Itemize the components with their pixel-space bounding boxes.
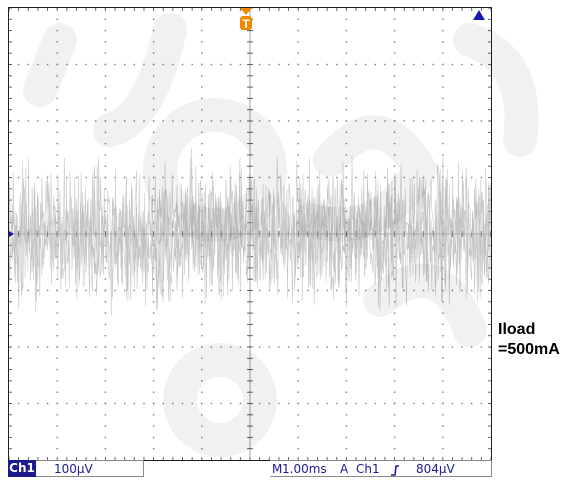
trigger-channel: Ch1: [356, 462, 380, 476]
annotation-line-2: =500mA: [498, 341, 560, 358]
trigger-level: 804μV: [416, 462, 455, 476]
waveform-display: T: [9, 8, 491, 460]
trigger-marker-label: T: [242, 17, 250, 31]
trigger-position-arrow-icon[interactable]: [240, 8, 252, 15]
oscilloscope-screen: T: [8, 7, 492, 461]
channel-badge[interactable]: Ch1: [8, 460, 36, 477]
trigger-mode: A: [340, 462, 349, 476]
annotation-line-1: Iload: [498, 321, 536, 338]
timebase-prefix: M: [272, 462, 283, 476]
trigger-level-arrow-icon[interactable]: [473, 10, 485, 20]
status-bar: Ch1 100μV M 1.00ms A Ch1 804μV: [8, 460, 492, 478]
load-current-annotation: Iload =500mA: [498, 320, 560, 360]
timebase-trigger-readout[interactable]: M 1.00ms A Ch1 804μV: [270, 460, 492, 477]
rising-edge-icon: [390, 464, 400, 481]
noise-trace: [9, 148, 491, 315]
channel-scale-readout[interactable]: 100μV: [36, 460, 144, 477]
channel-ground-marker[interactable]: [9, 231, 14, 237]
trigger-position-marker[interactable]: [240, 16, 252, 30]
timebase-value: 1.00ms: [282, 462, 327, 476]
markers: T: [9, 8, 485, 237]
